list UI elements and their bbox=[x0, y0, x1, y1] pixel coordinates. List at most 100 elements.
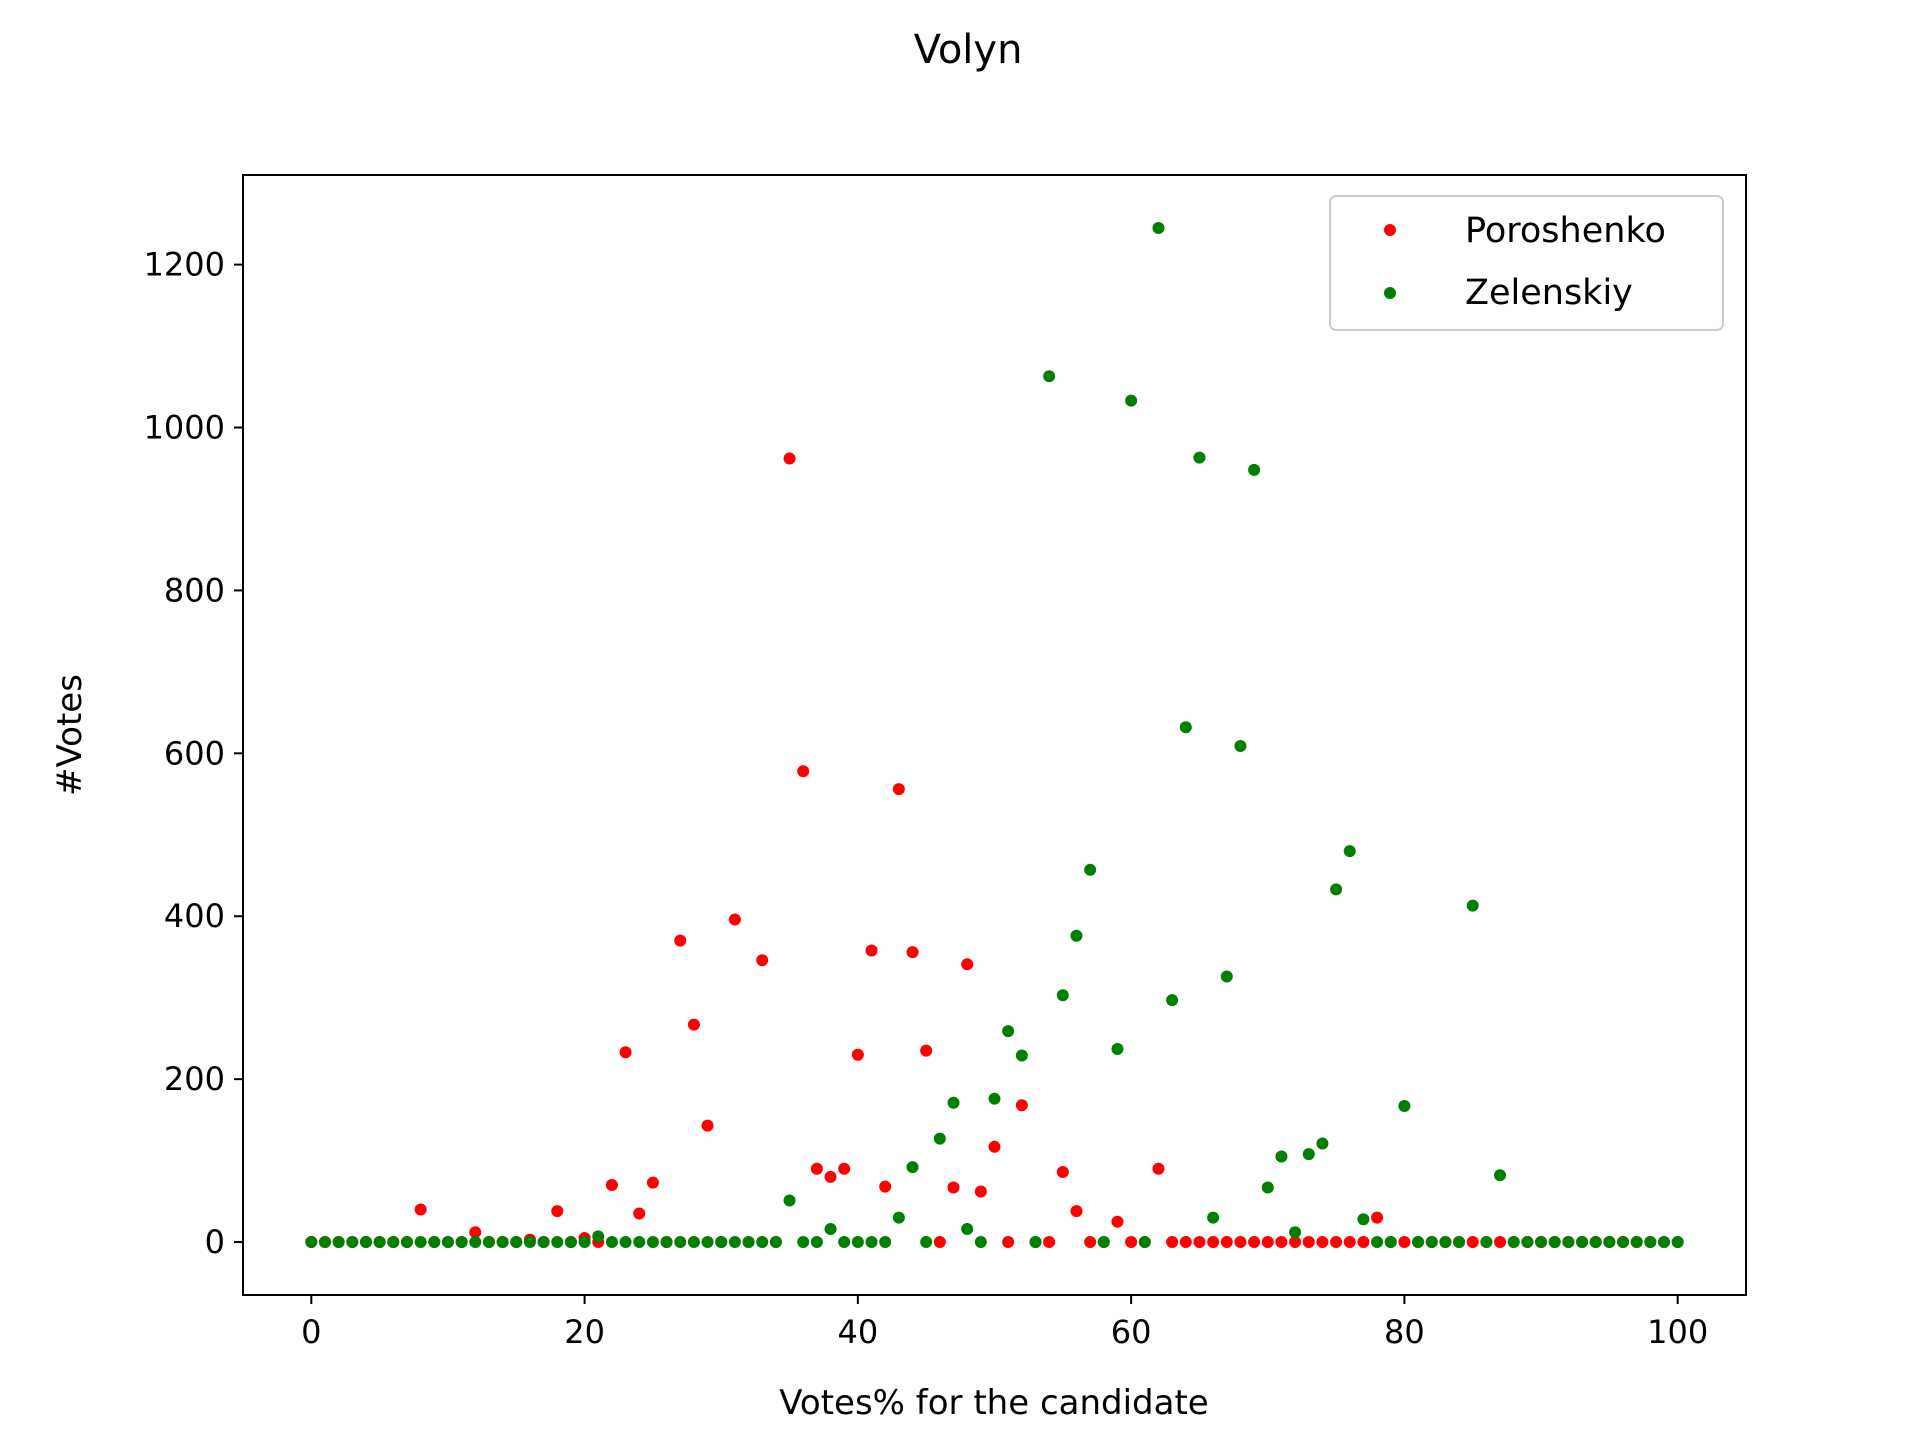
point-poroshenko bbox=[988, 1140, 1001, 1153]
legend-marker-poroshenko bbox=[1384, 224, 1396, 236]
point-zelenskiy bbox=[1535, 1236, 1548, 1249]
point-zelenskiy bbox=[346, 1236, 359, 1249]
point-zelenskiy bbox=[1220, 970, 1233, 983]
point-poroshenko bbox=[961, 958, 974, 971]
point-zelenskiy bbox=[1603, 1236, 1616, 1249]
point-zelenskiy bbox=[1343, 845, 1356, 858]
point-zelenskiy bbox=[824, 1223, 837, 1236]
y-tick-label: 1000 bbox=[144, 409, 225, 447]
y-tick-label: 400 bbox=[164, 897, 225, 935]
point-zelenskiy bbox=[1480, 1236, 1493, 1249]
point-zelenskiy bbox=[1357, 1213, 1370, 1226]
point-zelenskiy bbox=[1043, 370, 1056, 383]
legend-label-poroshenko: Poroshenko bbox=[1465, 211, 1666, 251]
point-zelenskiy bbox=[933, 1132, 946, 1145]
y-axis-label: #Votes bbox=[50, 674, 90, 796]
point-zelenskiy bbox=[1630, 1236, 1643, 1249]
point-poroshenko bbox=[974, 1185, 987, 1198]
point-zelenskiy bbox=[769, 1236, 782, 1249]
point-zelenskiy bbox=[906, 1161, 919, 1174]
point-zelenskiy bbox=[1302, 1148, 1315, 1161]
point-zelenskiy bbox=[838, 1236, 851, 1249]
point-poroshenko bbox=[605, 1179, 618, 1192]
point-zelenskiy bbox=[551, 1236, 564, 1249]
point-zelenskiy bbox=[1439, 1236, 1452, 1249]
point-poroshenko bbox=[1166, 1236, 1179, 1249]
point-zelenskiy bbox=[1275, 1150, 1288, 1163]
y-tick-label: 0 bbox=[205, 1223, 225, 1261]
point-zelenskiy bbox=[1029, 1236, 1042, 1249]
point-poroshenko bbox=[1152, 1162, 1165, 1175]
point-zelenskiy bbox=[1015, 1049, 1028, 1062]
legend-label-zelenskiy: Zelenskiy bbox=[1465, 273, 1633, 313]
point-poroshenko bbox=[728, 913, 741, 926]
point-zelenskiy bbox=[455, 1236, 468, 1249]
point-poroshenko bbox=[838, 1162, 851, 1175]
point-poroshenko bbox=[947, 1181, 960, 1194]
point-zelenskiy bbox=[469, 1236, 482, 1249]
y-tick-label: 1200 bbox=[144, 246, 225, 284]
point-zelenskiy bbox=[564, 1236, 577, 1249]
point-poroshenko bbox=[1193, 1236, 1206, 1249]
point-zelenskiy bbox=[400, 1236, 413, 1249]
point-poroshenko bbox=[1084, 1236, 1097, 1249]
point-zelenskiy bbox=[1521, 1236, 1534, 1249]
point-zelenskiy bbox=[1371, 1236, 1384, 1249]
point-zelenskiy bbox=[1138, 1236, 1151, 1249]
point-zelenskiy bbox=[674, 1236, 687, 1249]
point-poroshenko bbox=[701, 1119, 714, 1132]
point-zelenskiy bbox=[701, 1236, 714, 1249]
point-poroshenko bbox=[824, 1170, 837, 1183]
y-tick-label: 200 bbox=[164, 1060, 225, 1098]
point-poroshenko bbox=[1220, 1236, 1233, 1249]
point-poroshenko bbox=[906, 946, 919, 959]
point-poroshenko bbox=[783, 452, 796, 465]
point-zelenskiy bbox=[1002, 1025, 1015, 1038]
point-poroshenko bbox=[1125, 1236, 1138, 1249]
point-zelenskiy bbox=[387, 1236, 400, 1249]
x-axis: 0 20 40 60 80 100 bbox=[301, 1295, 1708, 1351]
point-zelenskiy bbox=[605, 1236, 618, 1249]
point-poroshenko bbox=[756, 954, 769, 967]
point-zelenskiy bbox=[332, 1236, 345, 1249]
point-poroshenko bbox=[1015, 1099, 1028, 1112]
point-poroshenko bbox=[1056, 1166, 1069, 1179]
x-tick-label: 100 bbox=[1647, 1313, 1708, 1351]
point-poroshenko bbox=[469, 1226, 482, 1239]
point-zelenskiy bbox=[1207, 1211, 1220, 1224]
point-zelenskiy bbox=[865, 1236, 878, 1249]
point-poroshenko bbox=[619, 1046, 632, 1059]
point-zelenskiy bbox=[1453, 1236, 1466, 1249]
point-poroshenko bbox=[1261, 1236, 1274, 1249]
point-zelenskiy bbox=[1097, 1236, 1110, 1249]
point-zelenskiy bbox=[1576, 1236, 1589, 1249]
y-axis: 0 200 400 600 800 1000 1200 bbox=[144, 246, 243, 1261]
point-zelenskiy bbox=[1289, 1226, 1302, 1239]
point-zelenskiy bbox=[1056, 989, 1069, 1002]
point-zelenskiy bbox=[988, 1092, 1001, 1105]
point-zelenskiy bbox=[1644, 1236, 1657, 1249]
point-zelenskiy bbox=[1125, 394, 1138, 407]
point-poroshenko bbox=[892, 783, 905, 796]
point-zelenskiy bbox=[441, 1236, 454, 1249]
point-zelenskiy bbox=[1658, 1236, 1671, 1249]
point-zelenskiy bbox=[1248, 463, 1261, 476]
point-zelenskiy bbox=[1412, 1236, 1425, 1249]
point-zelenskiy bbox=[1111, 1043, 1124, 1056]
point-poroshenko bbox=[1289, 1236, 1302, 1249]
y-tick-label: 600 bbox=[164, 734, 225, 772]
point-poroshenko bbox=[1494, 1236, 1507, 1249]
point-poroshenko bbox=[1302, 1236, 1315, 1249]
point-zelenskiy bbox=[1152, 221, 1165, 234]
point-zelenskiy bbox=[537, 1236, 550, 1249]
point-zelenskiy bbox=[1330, 883, 1343, 896]
point-zelenskiy bbox=[305, 1236, 318, 1249]
plot-frame bbox=[242, 174, 1747, 1296]
x-tick-label: 80 bbox=[1384, 1313, 1425, 1351]
point-zelenskiy bbox=[810, 1236, 823, 1249]
point-poroshenko bbox=[674, 934, 687, 947]
point-poroshenko bbox=[633, 1207, 646, 1220]
point-zelenskiy bbox=[1548, 1236, 1561, 1249]
point-poroshenko bbox=[1316, 1236, 1329, 1249]
